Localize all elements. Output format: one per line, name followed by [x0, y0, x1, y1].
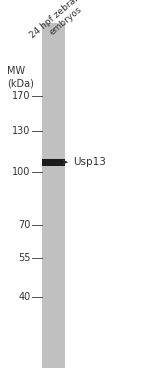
Text: 55: 55 [18, 253, 31, 263]
Text: 130: 130 [12, 126, 31, 136]
Text: 24 hpf zebrafish
embryos: 24 hpf zebrafish embryos [28, 0, 97, 48]
Bar [42, 159, 65, 166]
Text: 170: 170 [12, 91, 31, 101]
Text: Usp13: Usp13 [73, 157, 106, 167]
Text: MW
(kDa): MW (kDa) [7, 66, 34, 89]
Bar [42, 23, 65, 368]
Text: 40: 40 [18, 292, 31, 302]
Text: 70: 70 [18, 220, 31, 230]
Text: 100: 100 [12, 167, 31, 177]
